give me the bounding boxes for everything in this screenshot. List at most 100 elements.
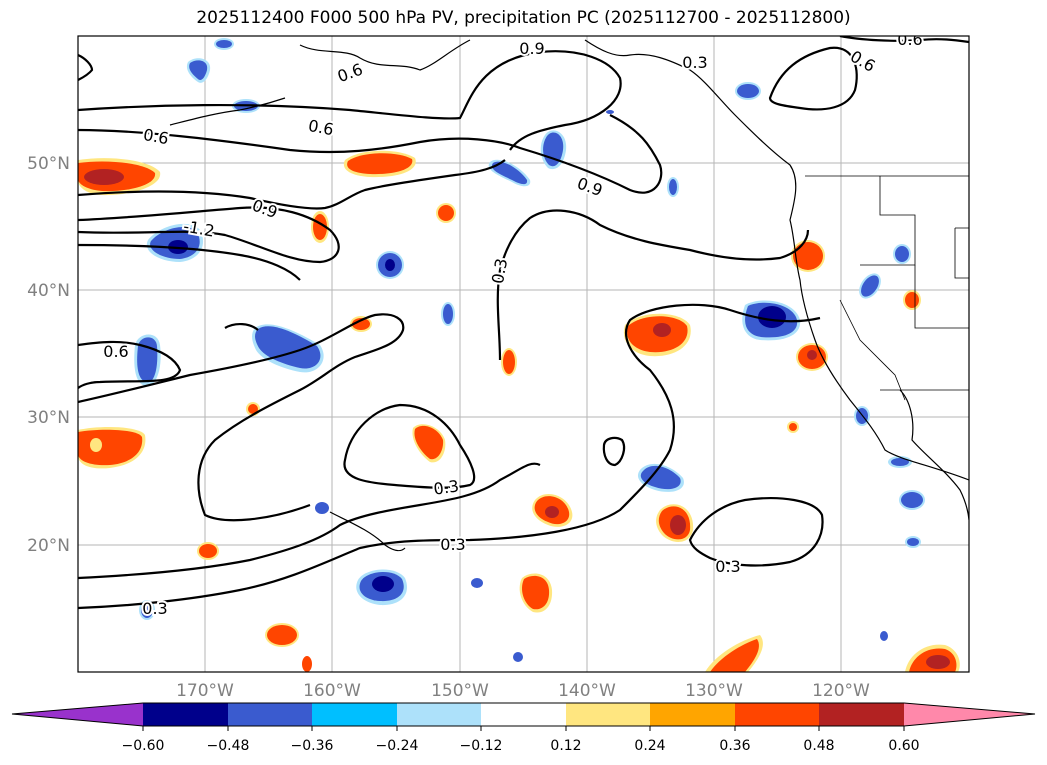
- colorbar-segment: [819, 703, 904, 726]
- contour-label: 0.3: [440, 535, 465, 554]
- precip-blob: [315, 502, 329, 514]
- colorbar-segment: [143, 703, 228, 726]
- pv-contour: [602, 436, 626, 467]
- pv-contour: [78, 303, 821, 610]
- colorbar-tick-label: 0.48: [803, 738, 834, 754]
- precip-blob: [78, 158, 161, 196]
- precip-blob: [623, 313, 691, 357]
- contour-label: 0.9: [519, 39, 544, 58]
- precip-blob: [139, 600, 155, 620]
- precip-blob: [796, 343, 828, 371]
- precip-blob: [532, 493, 573, 527]
- colorbar-tick-label: 0.60: [888, 738, 919, 754]
- borders: [805, 175, 969, 401]
- lat-label: 40°N: [27, 281, 70, 301]
- precip-blob: [488, 159, 531, 187]
- colorbar-tick-label: −0.60: [122, 738, 165, 754]
- coastlines: [169, 39, 969, 552]
- colorbar-segment: [481, 703, 566, 726]
- pv-contour: [768, 46, 858, 111]
- precip-blob: [880, 631, 888, 641]
- pv-contour: [78, 114, 663, 194]
- contour-label: 0.6: [103, 342, 128, 361]
- state-border: [954, 227, 969, 279]
- contour-label: 0.3: [142, 599, 167, 618]
- pv-contour: [78, 340, 182, 389]
- precip-blob: [350, 316, 372, 332]
- north-america-west-coast: [584, 39, 969, 481]
- precip-blob: [501, 348, 517, 376]
- state-border: [860, 176, 916, 266]
- lon-label: 140°W: [558, 681, 616, 701]
- precip-blob: [436, 203, 456, 223]
- lat-label: 20°N: [27, 536, 70, 556]
- precip-blob: [197, 542, 219, 560]
- pv-contour: [78, 462, 541, 580]
- aleutian-islands: [169, 97, 286, 126]
- colorbar-tick-label: 0.12: [550, 738, 581, 754]
- lon-label: 120°W: [812, 681, 870, 701]
- contour-label: 0.6: [897, 30, 922, 49]
- colorbar-tick-label: −0.24: [376, 738, 419, 754]
- precip-blob: [893, 244, 911, 264]
- colorbar: −0.60 −0.48 −0.36 −0.24 −0.12 0.12 0.24 …: [11, 702, 1036, 754]
- precip-blob: [214, 38, 234, 50]
- precip-blob: [265, 623, 299, 647]
- precip-blob: [412, 424, 446, 463]
- map-frame: [77, 35, 970, 673]
- lon-label: 130°W: [685, 681, 743, 701]
- lat-label: 30°N: [27, 408, 70, 428]
- colorbar-tick-label: 0.36: [719, 738, 750, 754]
- precip-blob: [356, 569, 408, 606]
- map-background: [78, 36, 969, 672]
- precip-blob: [735, 82, 761, 100]
- colorbar-ticks: [142, 726, 905, 731]
- colorbar-segment: [228, 703, 312, 726]
- colorbar-segment: [650, 703, 735, 726]
- colorbar-min-extend: [12, 703, 143, 726]
- lon-label: 150°W: [431, 681, 489, 701]
- pv-contours: [78, 36, 969, 610]
- colorbar-segment: [566, 703, 650, 726]
- colorbar-segment: [397, 703, 481, 726]
- lat-label: 50°N: [27, 154, 70, 174]
- colorbar-segment: [312, 703, 397, 726]
- precip-blob: [606, 110, 614, 114]
- precip-blob: [513, 652, 523, 662]
- contour-label: 0.3: [432, 476, 460, 498]
- pv-contour: [343, 403, 476, 489]
- precip-blob: [519, 573, 553, 613]
- colorbar-tick-label: 0.24: [634, 738, 665, 754]
- longitude-labels: 170°W 160°W 150°W 140°W 130°W 120°W: [176, 681, 870, 701]
- precip-blob: [441, 302, 455, 326]
- baja-california: [899, 389, 969, 521]
- precip-blob: [376, 251, 404, 279]
- precip-blob: [705, 635, 763, 672]
- hawaiian-islands: [329, 511, 406, 552]
- pv-contour: [839, 36, 969, 44]
- precip-blob: [311, 211, 329, 243]
- pv-contour: [78, 313, 405, 522]
- precip-blob: [787, 421, 799, 433]
- colorbar-max-extend: [904, 703, 1035, 726]
- lon-label: 160°W: [303, 681, 361, 701]
- precip-blob: [899, 490, 925, 510]
- latitude-labels: 20°N 30°N 40°N 50°N: [27, 154, 70, 556]
- pv-contour: [224, 323, 259, 331]
- colorbar-tick-label: −0.12: [460, 738, 503, 754]
- pv-contour: [78, 243, 301, 281]
- precip-blob: [186, 58, 211, 83]
- map-title: 2025112400 F000 500 hPa PV, precipitatio…: [196, 8, 851, 28]
- graticule: [78, 36, 969, 672]
- contour-label: 0.3: [715, 557, 740, 576]
- pv-contour: [688, 497, 824, 567]
- colorbar-tick-label: −0.48: [207, 738, 250, 754]
- precip-blob: [637, 463, 684, 492]
- pv-contour: [78, 206, 340, 264]
- precip-blob: [903, 290, 921, 310]
- precip-positive: [78, 150, 960, 672]
- pv-contour: [78, 53, 94, 81]
- precip-blob: [888, 456, 912, 468]
- precip-blob: [78, 427, 146, 469]
- alaska-coast: [299, 39, 471, 71]
